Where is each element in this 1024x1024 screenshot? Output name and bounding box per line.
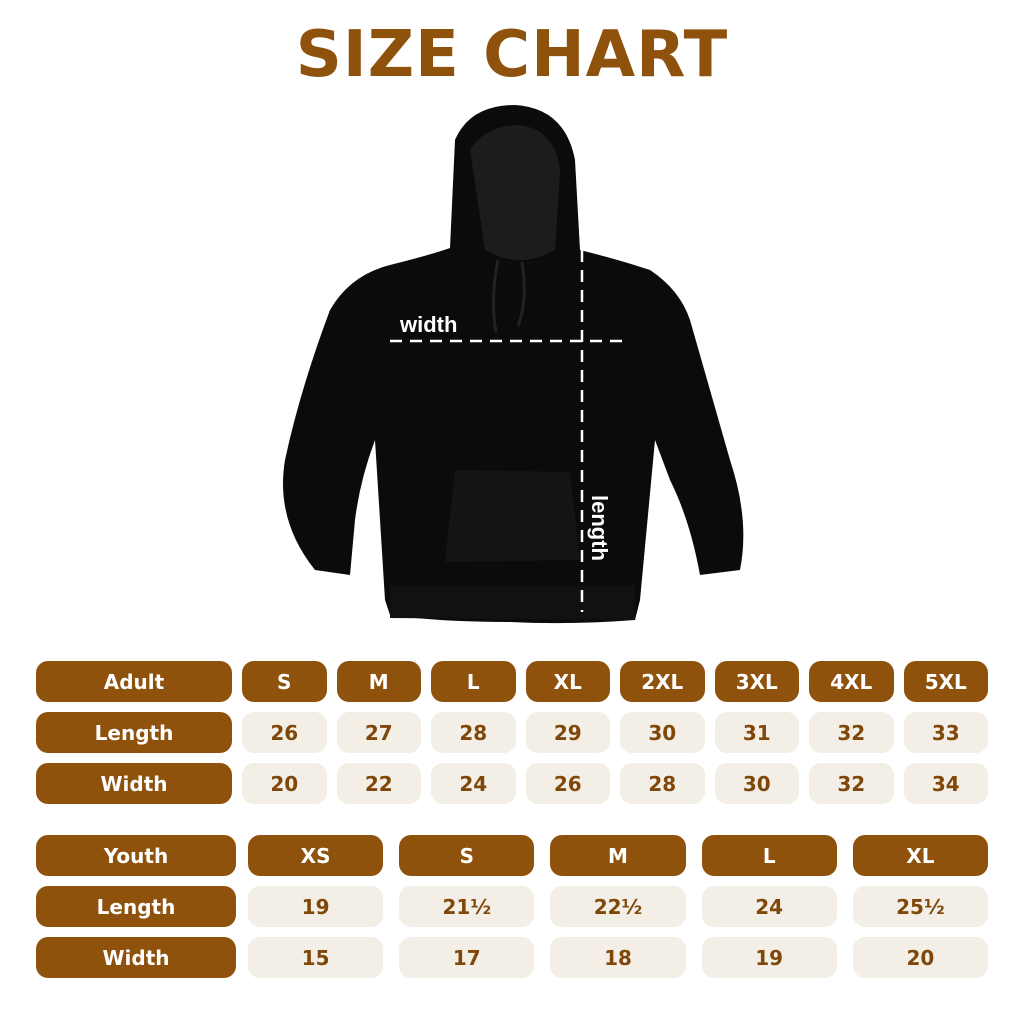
table-row: Width 15 17 18 19 20 (36, 937, 988, 978)
measure-value: 31 (714, 712, 799, 753)
measure-value: 20 (242, 763, 327, 804)
size-header: 5XL (903, 661, 988, 702)
measure-value: 27 (336, 712, 421, 753)
table-row: Length 26 27 28 29 30 31 32 33 (36, 712, 988, 753)
measure-value: 33 (903, 712, 988, 753)
size-header: XS (248, 835, 384, 876)
measure-value: 26 (242, 712, 327, 753)
measure-value: 19 (248, 886, 384, 927)
measure-value: 24 (431, 763, 516, 804)
measure-value: 32 (809, 763, 894, 804)
youth-header-row: Youth XS S M L XL (36, 835, 988, 876)
size-header: 2XL (620, 661, 705, 702)
measure-value: 30 (714, 763, 799, 804)
measure-label: Width (36, 937, 236, 978)
size-header: 4XL (809, 661, 894, 702)
measure-value: 24 (701, 886, 837, 927)
measure-value: 32 (809, 712, 894, 753)
hoodie-illustration: width length (283, 105, 744, 624)
hoodie-shape (283, 105, 744, 624)
size-header: S (399, 835, 535, 876)
measure-label: Length (36, 886, 236, 927)
size-header: 3XL (714, 661, 799, 702)
page-title: SIZE CHART (295, 18, 729, 92)
measure-value: 22½ (550, 886, 686, 927)
table-row: Width 20 22 24 26 28 30 32 34 (36, 763, 988, 804)
measure-value: 20 (852, 937, 988, 978)
measure-value: 29 (525, 712, 610, 753)
size-header: M (336, 661, 421, 702)
adult-header-row: Adult S M L XL 2XL 3XL 4XL 5XL (36, 661, 988, 702)
measure-label: Width (36, 763, 232, 804)
measure-value: 22 (336, 763, 421, 804)
youth-size-table: Youth XS S M L XL Length 19 21½ 22½ 24 25½ Width 15 17… (36, 835, 988, 988)
measure-value: 26 (525, 763, 610, 804)
group-label: Adult (36, 661, 232, 702)
measure-value: 28 (620, 763, 705, 804)
size-header: XL (852, 835, 988, 876)
measure-value: 18 (550, 937, 686, 978)
measure-value: 28 (431, 712, 516, 753)
length-label: length (587, 495, 612, 561)
size-header: S (242, 661, 327, 702)
size-header: XL (525, 661, 610, 702)
size-header: L (701, 835, 837, 876)
group-label: Youth (36, 835, 236, 876)
measure-label: Length (36, 712, 232, 753)
measure-value: 15 (248, 937, 384, 978)
size-header: M (550, 835, 686, 876)
table-row: Length 19 21½ 22½ 24 25½ (36, 886, 988, 927)
measure-value: 21½ (399, 886, 535, 927)
width-label: width (399, 312, 457, 337)
measure-value: 17 (399, 937, 535, 978)
measure-value: 34 (903, 763, 988, 804)
measure-value: 30 (620, 712, 705, 753)
adult-size-table: Adult S M L XL 2XL 3XL 4XL 5XL Length 26 27 28 29 30 31… (36, 661, 988, 814)
measure-value: 19 (701, 937, 837, 978)
measure-value: 25½ (852, 886, 988, 927)
size-header: L (431, 661, 516, 702)
